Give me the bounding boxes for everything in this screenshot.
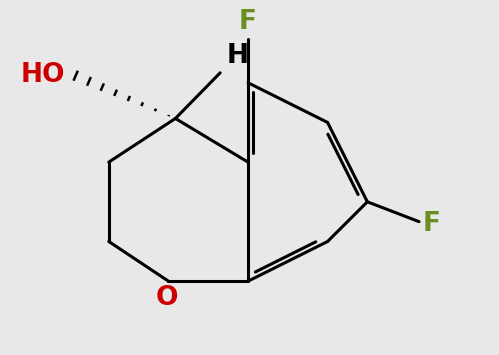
Text: F: F	[239, 9, 257, 35]
Text: F: F	[423, 211, 441, 237]
Text: H: H	[226, 43, 248, 69]
Text: HO: HO	[20, 62, 65, 88]
Text: O: O	[155, 285, 178, 311]
